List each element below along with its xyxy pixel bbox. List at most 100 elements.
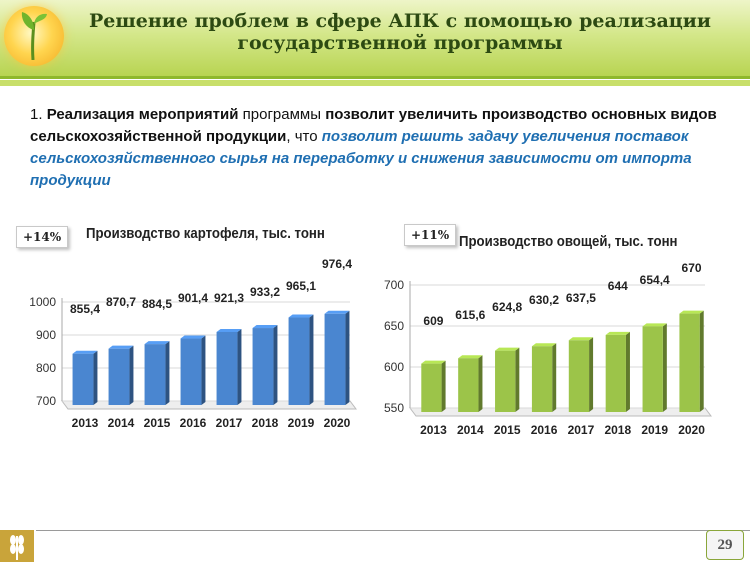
- potato-chart-title: Производство картофеля, тыс. тонн: [86, 225, 325, 242]
- bar-top: [324, 310, 350, 314]
- bar-side: [129, 345, 134, 405]
- data-label: 630,2: [529, 293, 559, 307]
- x-tick-label: 2015: [494, 423, 521, 437]
- bar-2015: [144, 341, 170, 405]
- x-tick-label: 2020: [678, 423, 705, 437]
- x-tick-label: 2016: [531, 423, 558, 437]
- bar-top: [531, 343, 557, 347]
- vegetables-chart-title: Производство овощей, тыс. тонн: [459, 233, 678, 250]
- x-tick-label: 2014: [108, 416, 135, 430]
- bar-top: [144, 341, 170, 345]
- bar-side: [345, 310, 350, 405]
- bar-side: [625, 331, 630, 412]
- y-tick-label: 700: [384, 278, 404, 292]
- bar: [568, 340, 590, 412]
- title-line-2: государственной программы: [237, 32, 563, 54]
- bar: [421, 363, 442, 412]
- bar: [216, 331, 238, 405]
- data-label: 637,5: [566, 291, 596, 305]
- vegetables-chart: 550 600 650 700 609 2013 615,6 2014 624,8 2015 630…: [384, 261, 712, 437]
- data-label: 870,7: [106, 295, 136, 309]
- bar: [531, 346, 553, 412]
- bar-side: [165, 341, 170, 405]
- x-tick-label: 2017: [568, 423, 595, 437]
- x-tick-label: 2017: [216, 416, 243, 430]
- page-title: Решение проблем в сфере АПК с помощью ре…: [70, 10, 730, 54]
- x-tick-label: 2018: [604, 423, 631, 437]
- intro-part-3: позволит увеличить производство основных…: [30, 106, 717, 145]
- page-number: 29: [706, 530, 744, 560]
- bar-side: [309, 314, 314, 405]
- bar: [72, 353, 94, 405]
- bar-2020: [324, 310, 350, 405]
- data-label: 624,8: [492, 300, 522, 314]
- data-label: 933,2: [250, 285, 280, 299]
- data-label: 976,4: [322, 257, 352, 271]
- bar-side: [552, 343, 557, 412]
- x-tick-label: 2015: [144, 416, 171, 430]
- bar-2019: [288, 314, 314, 405]
- bar-2013: [421, 360, 446, 412]
- bar-2013: [72, 350, 98, 405]
- data-label: 654,4: [640, 273, 670, 287]
- data-label: 901,4: [178, 291, 208, 305]
- bar-2017: [216, 328, 242, 405]
- bar-2018: [605, 331, 630, 412]
- bar-2017: [568, 337, 594, 412]
- title-line-1: Решение проблем в сфере АПК с помощью ре…: [89, 10, 711, 32]
- bar-side: [699, 310, 704, 412]
- bar-side: [515, 347, 520, 412]
- intro-part-4: , что: [286, 128, 318, 145]
- y-tick-label: 800: [36, 361, 56, 375]
- bar-2018: [252, 325, 278, 405]
- bar: [679, 313, 700, 412]
- bar-side: [662, 323, 667, 412]
- bar: [605, 334, 626, 412]
- y-tick-label: 650: [384, 319, 404, 333]
- x-tick-label: 2020: [324, 416, 351, 430]
- bar-2019: [642, 323, 667, 412]
- data-label: 609: [423, 314, 443, 328]
- bar-top: [679, 310, 704, 314]
- bar-top: [605, 331, 630, 335]
- x-tick-label: 2014: [457, 423, 484, 437]
- bar: [180, 338, 202, 405]
- x-tick-label: 2013: [420, 423, 447, 437]
- data-label: 921,3: [214, 291, 244, 305]
- bar-top: [458, 355, 483, 359]
- bar-top: [108, 345, 134, 349]
- bar-side: [589, 337, 594, 412]
- x-tick-label: 2013: [72, 416, 99, 430]
- bar-top: [252, 325, 278, 329]
- bar-2015: [495, 347, 520, 412]
- potato-chart: 700 800 900 1000 855,4 2013 870,7 2014 884,5 2015…: [29, 257, 357, 430]
- y-tick-label: 700: [36, 394, 56, 408]
- bar-side: [478, 355, 483, 412]
- bar-2016: [180, 335, 206, 405]
- intro-number: 1.: [30, 106, 43, 123]
- bar-top: [495, 347, 520, 351]
- data-label: 855,4: [70, 302, 100, 316]
- y-tick-label: 1000: [29, 295, 56, 309]
- data-label: 965,1: [286, 279, 316, 293]
- intro-part-1: Реализация мероприятий: [46, 106, 239, 123]
- sprout-icon: [21, 12, 47, 60]
- data-label: 615,6: [455, 308, 485, 322]
- header-banner: Решение проблем в сфере АПК с помощью ре…: [0, 0, 750, 86]
- data-label: 670: [682, 261, 702, 275]
- data-label: 644: [608, 279, 628, 293]
- intro-part-2: программы: [242, 106, 322, 123]
- bar-top: [72, 350, 98, 354]
- bar-side: [237, 328, 242, 405]
- bar: [144, 344, 166, 405]
- bar-top: [568, 337, 594, 341]
- bar-top: [288, 314, 314, 318]
- bar: [252, 328, 274, 405]
- data-label: 884,5: [142, 297, 172, 311]
- bar-side: [441, 360, 446, 412]
- bar-2016: [531, 343, 557, 412]
- intro-part-5: позволит решить задачу увеличения постав…: [30, 128, 692, 189]
- y-tick-label: 550: [384, 401, 404, 415]
- bar-top: [180, 335, 206, 339]
- footer-divider: [36, 530, 750, 531]
